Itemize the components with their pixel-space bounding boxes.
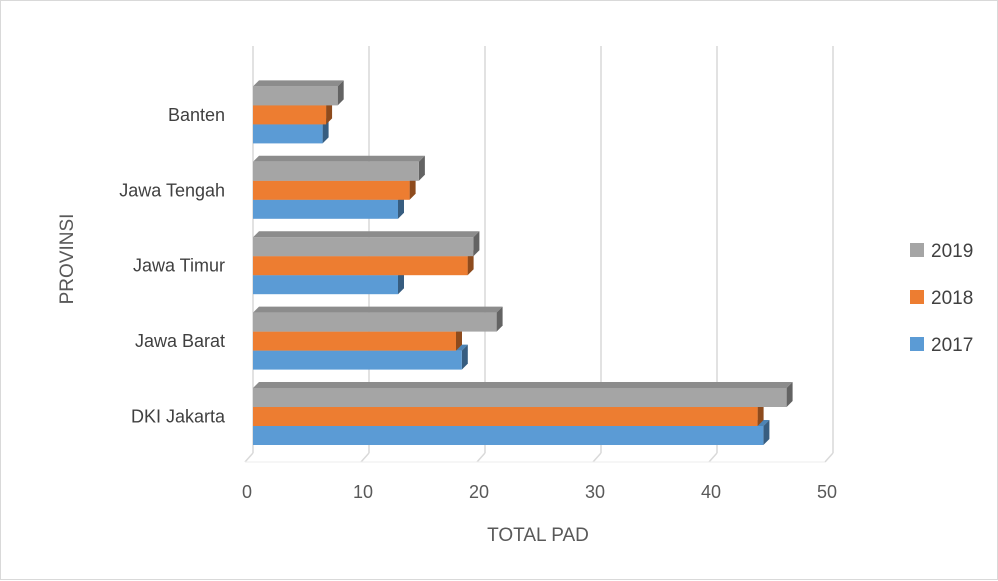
bar-top-face [253,382,793,388]
bar-front-face [253,350,462,370]
bar-side-face [409,174,416,200]
x-tick-label: 30 [585,482,605,502]
bar-front-face [253,256,468,276]
bar-top-face [253,80,344,87]
y-axis-title: PROVINSI [57,214,78,305]
gridline-foot [244,452,254,463]
bar-side-face [467,250,474,276]
legend-label: 2019 [931,241,973,262]
bar-front-face [253,86,338,106]
bar-side-face [763,420,770,445]
legend-label: 2017 [931,335,973,356]
bar-side-face [337,80,344,106]
gridline-foot [360,452,370,463]
bars [253,80,793,445]
legend-item: 2017 [910,335,973,356]
bar-side-face [322,118,329,144]
category-labels: DKI Jakarta Jawa Barat Jawa Timur Jawa Teng… [119,105,226,427]
bar-top-face [253,306,503,313]
bar [253,306,503,332]
legend-swatch [910,290,924,304]
legend-item: 2018 [910,288,973,309]
gridlines [244,46,834,463]
bar-side-face [757,401,764,426]
bar-front-face [253,407,758,426]
bar-top-face [253,155,425,162]
x-tick-label: 10 [353,482,373,502]
bar [253,382,793,407]
gridline-foot [476,452,486,463]
bar-side-face [473,231,480,257]
bar-side-face [398,193,404,219]
gridline-foot [824,452,834,463]
x-axis-title: TOTAL PAD [487,525,589,546]
category-label: Jawa Barat [135,331,225,351]
legend-swatch [910,243,924,257]
bar-front-face [253,388,787,407]
bar-side-face [326,99,333,125]
bar-side-face [461,344,468,370]
legend-item: 2019 [910,241,973,262]
bar-front-face [253,237,474,257]
x-tick-label: 40 [701,482,721,502]
bar-side-face [418,155,425,181]
bar-top-face [253,231,480,238]
category-label: DKI Jakarta [131,407,226,427]
bar-front-face [253,180,410,200]
category-label: Banten [168,105,225,125]
bar-side-face [456,325,462,351]
bar-front-face [253,312,497,332]
x-tick-label: 50 [817,482,837,502]
legend: 2019 2018 2017 [910,241,973,356]
bar-side-face [398,269,404,295]
gridline-foot [708,452,718,463]
bar-front-face [253,105,327,125]
bar [253,80,344,106]
bar-front-face [253,331,456,351]
bar-front-face [253,199,398,219]
bar [253,155,425,181]
x-tick-label: 20 [469,482,489,502]
x-tick-label: 0 [242,482,252,502]
bar [253,231,480,257]
bar-front-face [253,275,398,295]
bar-front-face [253,161,419,181]
bar-front-face [253,124,323,144]
legend-swatch [910,337,924,351]
x-tick-labels: 0 10 20 30 40 50 [242,482,837,502]
bar-side-face [786,382,793,407]
gridline-foot [592,452,602,463]
category-label: Jawa Tengah [119,180,225,200]
legend-label: 2018 [931,288,973,309]
bar-side-face [496,306,503,332]
bar-front-face [253,426,764,445]
category-label: Jawa Timur [133,256,225,276]
